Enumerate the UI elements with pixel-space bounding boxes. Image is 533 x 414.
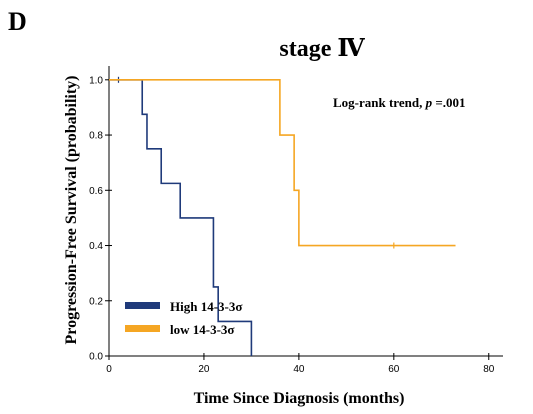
legend-swatch-high	[125, 302, 160, 309]
legend: High 14-3-3σ low 14-3-3σ	[125, 299, 242, 337]
series-layer	[109, 76, 456, 356]
legend-swatch-low	[125, 325, 160, 332]
y-tick-label: 0.4	[89, 241, 103, 252]
annotation-text: Log-rank trend, p =.001	[333, 95, 466, 110]
y-tick-label: 1.0	[89, 75, 103, 86]
series-line-1	[109, 79, 456, 247]
x-tick-label: 80	[483, 364, 495, 375]
y-tick-label: 0.8	[89, 131, 103, 142]
x-tick-label: 20	[198, 364, 210, 375]
x-tick-label: 60	[388, 364, 400, 375]
y-tick-label: 0.6	[89, 186, 103, 197]
axes: 0.0 0.2 0.4 0.6 0.8 1.0 0 20 40 60 80	[89, 66, 503, 375]
x-tick-label: 40	[293, 364, 305, 375]
x-axis-label: Time Since Diagnosis (months)	[194, 390, 405, 407]
legend-label-low: low 14-3-3σ	[170, 322, 234, 337]
y-tick-label: 0.0	[89, 352, 103, 363]
series-line-0	[109, 79, 253, 356]
chart-title: stage Ⅳ	[279, 36, 365, 62]
y-tick-label: 0.2	[89, 296, 103, 307]
panel-label: D	[8, 7, 27, 36]
y-axis-label: Progression-Free Survival (probability)	[63, 75, 80, 344]
legend-label-high: High 14-3-3σ	[170, 299, 242, 314]
x-tick-label: 0	[106, 364, 112, 375]
